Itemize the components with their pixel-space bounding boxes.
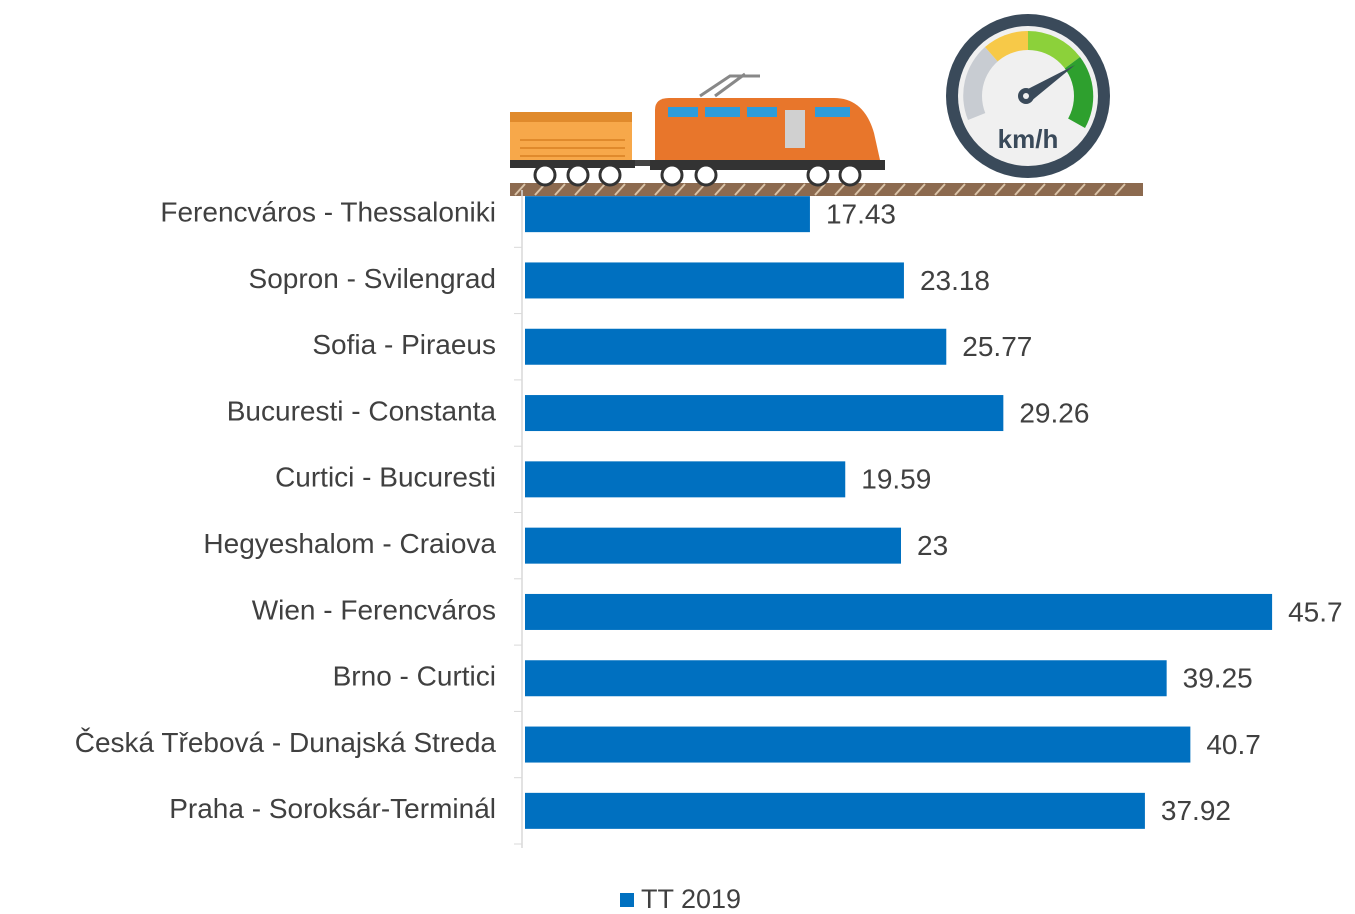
bar xyxy=(525,461,845,497)
y-tick-label: Hegyeshalom - Craiova xyxy=(203,528,496,559)
legend-swatch xyxy=(620,893,634,907)
speedometer-illustration: km/h xyxy=(946,14,1110,178)
y-tick-label: Wien - Ferencváros xyxy=(252,594,496,625)
bar xyxy=(525,329,946,365)
gauge-label: km/h xyxy=(998,124,1059,154)
data-label: 29.26 xyxy=(1019,397,1089,428)
chart: km/h TT 2019 Ferencváros - Thessaloniki S… xyxy=(0,0,1355,914)
y-tick-label: Ferencváros - Thessaloniki xyxy=(160,197,496,228)
bar xyxy=(525,196,810,232)
bar xyxy=(525,395,1003,431)
legend-label: TT 2019 xyxy=(641,884,741,914)
y-tick-label: Sofia - Piraeus xyxy=(312,329,496,360)
data-label: 25.77 xyxy=(962,331,1032,362)
data-label: 23 xyxy=(917,530,948,561)
data-label: 37.92 xyxy=(1161,795,1231,826)
data-label: 23.18 xyxy=(920,265,990,296)
bar xyxy=(525,660,1167,696)
train-illustration xyxy=(510,74,885,185)
data-label: 39.25 xyxy=(1183,663,1253,694)
bar xyxy=(525,594,1272,630)
y-tick-label: Praha - Soroksár-Terminál xyxy=(169,793,496,824)
data-label: 45.7 xyxy=(1288,596,1343,627)
bar xyxy=(525,727,1190,763)
data-label: 19.59 xyxy=(861,464,931,495)
data-label: 40.7 xyxy=(1206,729,1261,760)
y-tick-label: Česká Třebová - Dunajská Streda xyxy=(75,727,497,758)
bar xyxy=(525,528,901,564)
data-label: 17.43 xyxy=(826,199,896,230)
bar xyxy=(525,793,1145,829)
y-tick-label: Sopron - Svilengrad xyxy=(249,263,496,294)
y-tick-label: Curtici - Bucuresti xyxy=(275,462,496,493)
y-tick-label: Brno - Curtici xyxy=(333,661,496,692)
bar xyxy=(525,262,904,298)
y-tick-label: Bucuresti - Constanta xyxy=(227,395,497,426)
